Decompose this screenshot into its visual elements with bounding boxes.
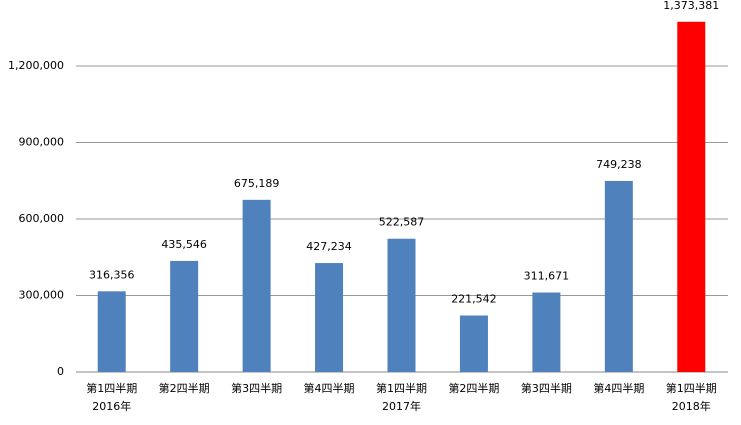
value-label: 311,671	[524, 270, 570, 283]
x-tick-label: 第4四半期	[593, 381, 644, 395]
bar	[387, 238, 416, 372]
bar	[242, 199, 271, 372]
x-group-label: 2018年	[672, 399, 711, 413]
bar	[604, 180, 633, 372]
y-tick-label: 0	[57, 365, 64, 378]
x-tick-label: 第2四半期	[159, 381, 210, 395]
value-label: 675,189	[234, 177, 280, 190]
x-tick-label: 第2四半期	[448, 381, 499, 395]
value-label: 749,238	[596, 158, 642, 171]
value-label: 522,587	[379, 216, 425, 229]
value-label: 435,546	[161, 238, 207, 251]
x-group-label: 2017年	[382, 399, 421, 413]
x-tick-label: 第4四半期	[304, 381, 355, 395]
bar	[97, 291, 126, 372]
y-tick-label: 900,000	[19, 136, 65, 149]
y-tick-label: 1,200,000	[8, 59, 64, 72]
bar	[170, 260, 199, 372]
bar	[532, 292, 561, 372]
value-label: 316,356	[89, 268, 135, 281]
value-label: 221,542	[451, 293, 497, 306]
bar	[315, 263, 344, 372]
y-tick-label: 600,000	[19, 212, 65, 225]
x-tick-label: 第1四半期	[86, 381, 137, 395]
x-tick-label: 第3四半期	[231, 381, 282, 395]
x-tick-label: 第3四半期	[521, 381, 572, 395]
x-tick-label: 第1四半期	[666, 381, 717, 395]
bar	[459, 315, 488, 372]
x-group-label: 2016年	[92, 399, 131, 413]
x-tick-label: 第1四半期	[376, 381, 427, 395]
value-label: 427,234	[306, 240, 352, 253]
value-label: 1,373,381	[663, 0, 719, 12]
y-tick-label: 300,000	[19, 289, 65, 302]
bar	[677, 21, 706, 373]
